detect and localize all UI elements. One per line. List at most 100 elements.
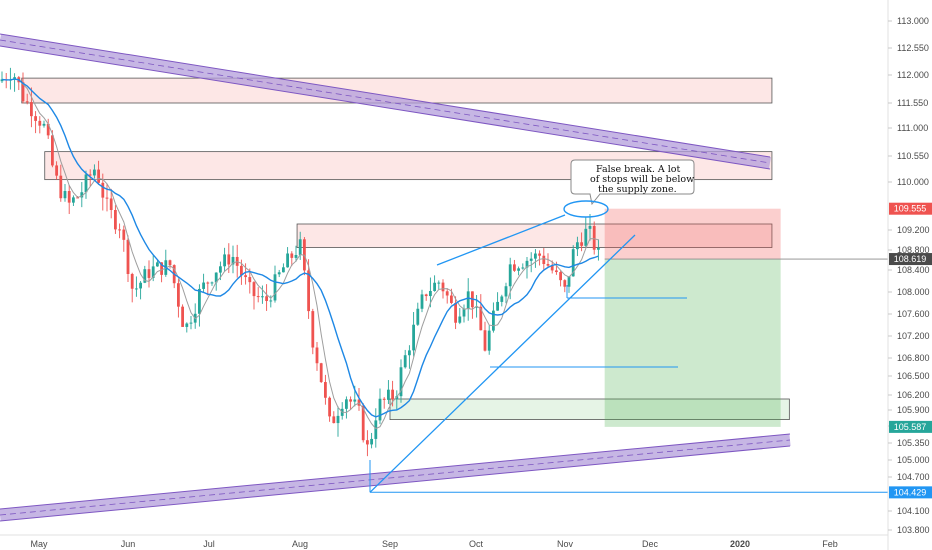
candle-body bbox=[307, 270, 310, 312]
upper-channel-fill bbox=[0, 34, 771, 169]
candle bbox=[517, 266, 520, 276]
y-tick-label: 113.000 bbox=[897, 16, 929, 26]
candle bbox=[21, 72, 25, 104]
candle-body bbox=[319, 363, 323, 383]
candle bbox=[114, 205, 117, 234]
candle-body bbox=[76, 197, 79, 199]
candle-body bbox=[458, 316, 462, 323]
candle-body bbox=[408, 350, 411, 356]
candle-body bbox=[261, 296, 264, 298]
candle-body bbox=[487, 330, 491, 351]
candle bbox=[181, 304, 184, 327]
y-tick-label: 107.600 bbox=[897, 309, 930, 319]
candle-body bbox=[563, 280, 567, 287]
candle-body bbox=[244, 275, 247, 278]
candle bbox=[370, 432, 373, 449]
candle-body bbox=[529, 258, 533, 261]
candle-body bbox=[93, 169, 96, 176]
candle-body bbox=[282, 267, 285, 273]
price-tag-label: 105.587 bbox=[894, 422, 927, 432]
upper-channel bbox=[0, 33, 771, 170]
candle bbox=[93, 164, 96, 179]
ma-fast-line bbox=[1, 78, 599, 430]
candle bbox=[597, 239, 600, 261]
channels-layer bbox=[0, 33, 791, 522]
candle-body bbox=[429, 290, 432, 297]
candle-body bbox=[555, 270, 558, 273]
candle-body bbox=[114, 210, 117, 230]
candle-body bbox=[332, 416, 336, 424]
position-layer bbox=[604, 208, 888, 427]
candle bbox=[282, 263, 285, 273]
candle-body bbox=[538, 253, 541, 256]
false-break-circle[interactable] bbox=[563, 200, 609, 218]
candle-body bbox=[378, 398, 382, 421]
callout-layer: False break. A lot of stops will be belo… bbox=[563, 159, 695, 218]
candle-body bbox=[97, 169, 100, 183]
candle bbox=[244, 263, 247, 285]
y-tick-label: 108.400 bbox=[897, 265, 930, 275]
candle bbox=[63, 183, 67, 202]
candle bbox=[185, 322, 189, 333]
price-tag-box bbox=[889, 202, 932, 215]
candle bbox=[349, 396, 352, 410]
y-tick-label: 103.800 bbox=[897, 525, 930, 535]
x-tick-label: Feb bbox=[822, 539, 838, 549]
candle-body bbox=[214, 272, 218, 283]
zones-layer bbox=[21, 77, 790, 421]
candle-body bbox=[412, 324, 415, 351]
candle bbox=[252, 281, 256, 310]
candle-body bbox=[126, 239, 130, 274]
candle-body bbox=[177, 283, 180, 307]
candle-body bbox=[109, 198, 113, 211]
candle-body bbox=[59, 175, 63, 199]
candle bbox=[30, 87, 33, 128]
candle bbox=[538, 250, 541, 266]
candle-body bbox=[256, 296, 260, 298]
candle bbox=[59, 164, 63, 202]
candle-body bbox=[46, 123, 50, 136]
candle bbox=[105, 183, 109, 212]
candle-body bbox=[298, 239, 302, 256]
y-tick-label: 110.550 bbox=[897, 151, 929, 161]
candle-body bbox=[454, 302, 457, 323]
candle bbox=[210, 281, 214, 286]
candle-body bbox=[466, 291, 470, 309]
time-axis: May Jun Jul Aug Sep Oct Nov Dec 2020 Feb bbox=[0, 534, 888, 549]
x-tick-label: Nov bbox=[557, 539, 574, 549]
candle bbox=[42, 120, 46, 128]
candle-body bbox=[542, 255, 546, 265]
lower-channel-edge-top bbox=[0, 433, 791, 510]
candle-body bbox=[105, 197, 109, 199]
callout-box[interactable] bbox=[570, 159, 695, 206]
candle bbox=[420, 289, 424, 313]
upper-channel-edge-bottom bbox=[0, 45, 771, 170]
candle-body bbox=[521, 267, 525, 269]
callout-line-2: of stops will be below bbox=[590, 174, 694, 185]
candle bbox=[550, 260, 554, 274]
candle-body bbox=[21, 82, 25, 102]
y-tick-label: 104.700 bbox=[897, 472, 930, 482]
candle-body bbox=[181, 306, 184, 327]
candle-body bbox=[387, 389, 390, 400]
candle bbox=[193, 303, 197, 329]
lower-channel-midline bbox=[0, 439, 791, 516]
candle bbox=[567, 276, 571, 293]
x-tick-label: Oct bbox=[469, 539, 484, 549]
candle-body bbox=[492, 310, 495, 331]
candle bbox=[412, 312, 415, 357]
candle-body bbox=[143, 269, 147, 283]
y-tick-label: 107.200 bbox=[897, 331, 930, 341]
candle-body bbox=[67, 191, 71, 203]
price-tag-label: 109.555 bbox=[894, 204, 927, 214]
candle-body bbox=[265, 296, 268, 301]
candle bbox=[189, 316, 193, 330]
candle-body bbox=[550, 265, 554, 271]
candle bbox=[17, 75, 21, 91]
candle bbox=[580, 232, 583, 252]
y-tick-label: 111.550 bbox=[897, 98, 928, 108]
candle bbox=[315, 341, 319, 371]
candle-body bbox=[403, 355, 407, 368]
